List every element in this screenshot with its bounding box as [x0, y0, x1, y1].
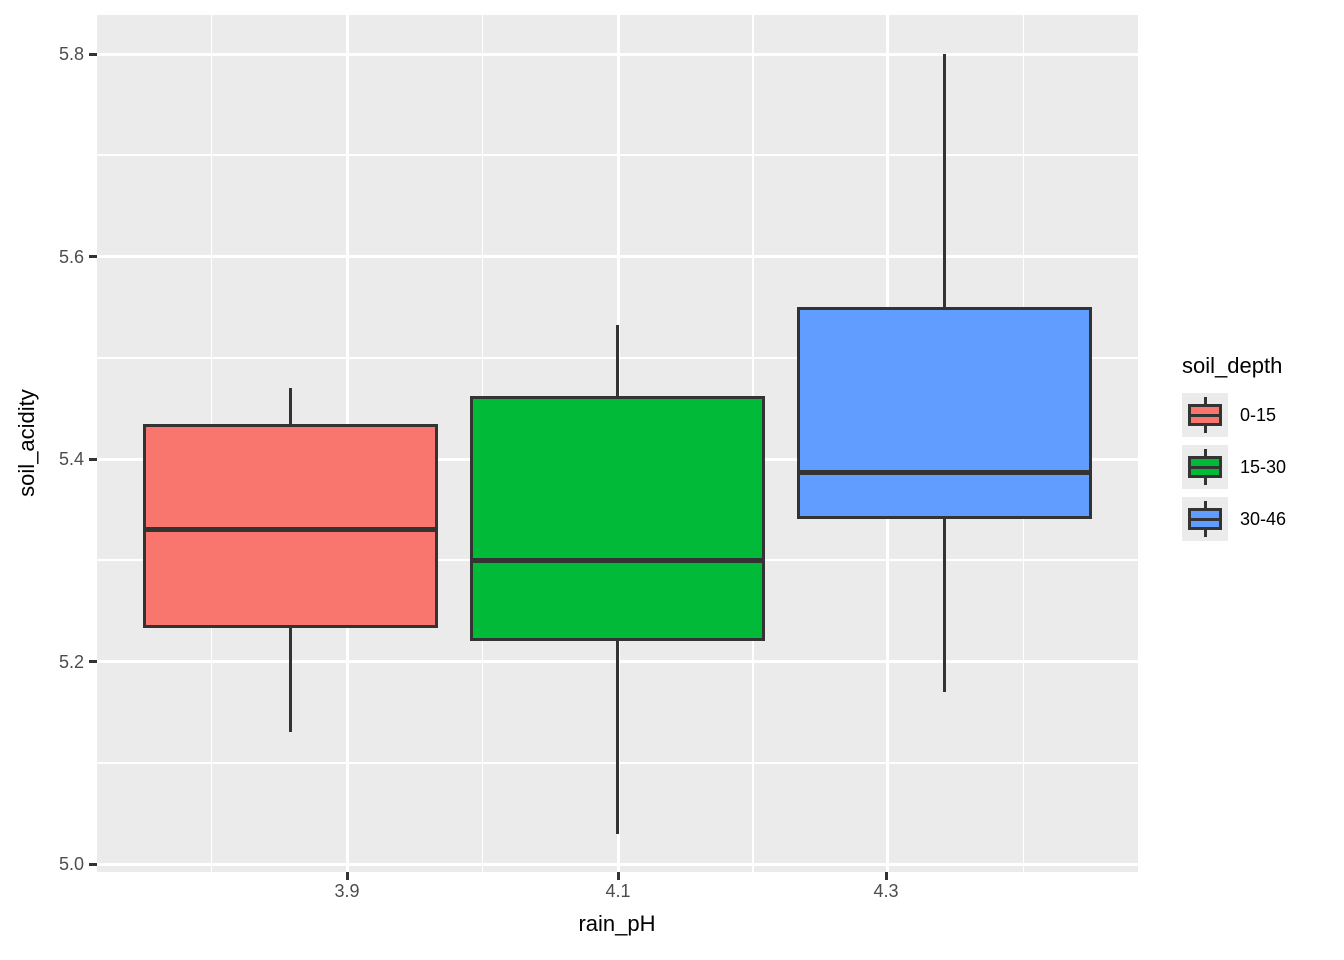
legend-label: 0-15 [1240, 405, 1277, 425]
x-tick-mark [616, 872, 620, 880]
y-tick-mark [89, 255, 97, 258]
x-tick-label: 4.1 [605, 881, 631, 901]
boxplot-box [797, 307, 1092, 519]
x-tick-label: 3.9 [334, 881, 360, 901]
median-line [143, 527, 438, 533]
legend-title: soil_depth [1182, 353, 1283, 378]
boxplot-box [470, 396, 765, 642]
y-tick-mark [89, 862, 97, 866]
legend-key-median [1188, 413, 1222, 417]
y-tick-mark [89, 457, 97, 461]
x-axis-title: rain_pH [578, 911, 656, 936]
legend-label: 30-46 [1240, 509, 1287, 529]
legend-key-boxplot-glyph [1182, 445, 1228, 489]
y-tick-label: 5.2 [58, 651, 84, 672]
x-tick-mark [345, 872, 349, 880]
legend-key-boxplot-glyph [1182, 497, 1228, 541]
legend-key-median [1188, 465, 1222, 469]
y-tick-label: 5.4 [58, 449, 84, 469]
legend-key-median [1188, 517, 1222, 521]
x-tick-label: 4.3 [873, 881, 899, 901]
y-tick-label: 5.0 [58, 854, 84, 874]
median-line [797, 469, 1092, 475]
legend-key-boxplot-glyph [1182, 393, 1228, 437]
y-tick-mark [89, 660, 97, 663]
x-tick-mark [884, 872, 888, 880]
y-tick-mark [89, 52, 97, 56]
boxplot-box [143, 423, 438, 629]
y-tick-label: 5.6 [58, 246, 84, 267]
plot-panel [97, 15, 1138, 872]
y-axis-title: soil_acidity [14, 389, 39, 497]
legend: soil_depth 0-15 15-30 30-46 [1182, 0, 1344, 960]
legend-label: 15-30 [1240, 457, 1287, 477]
median-line [470, 557, 765, 563]
y-tick-label: 5.8 [58, 44, 84, 64]
